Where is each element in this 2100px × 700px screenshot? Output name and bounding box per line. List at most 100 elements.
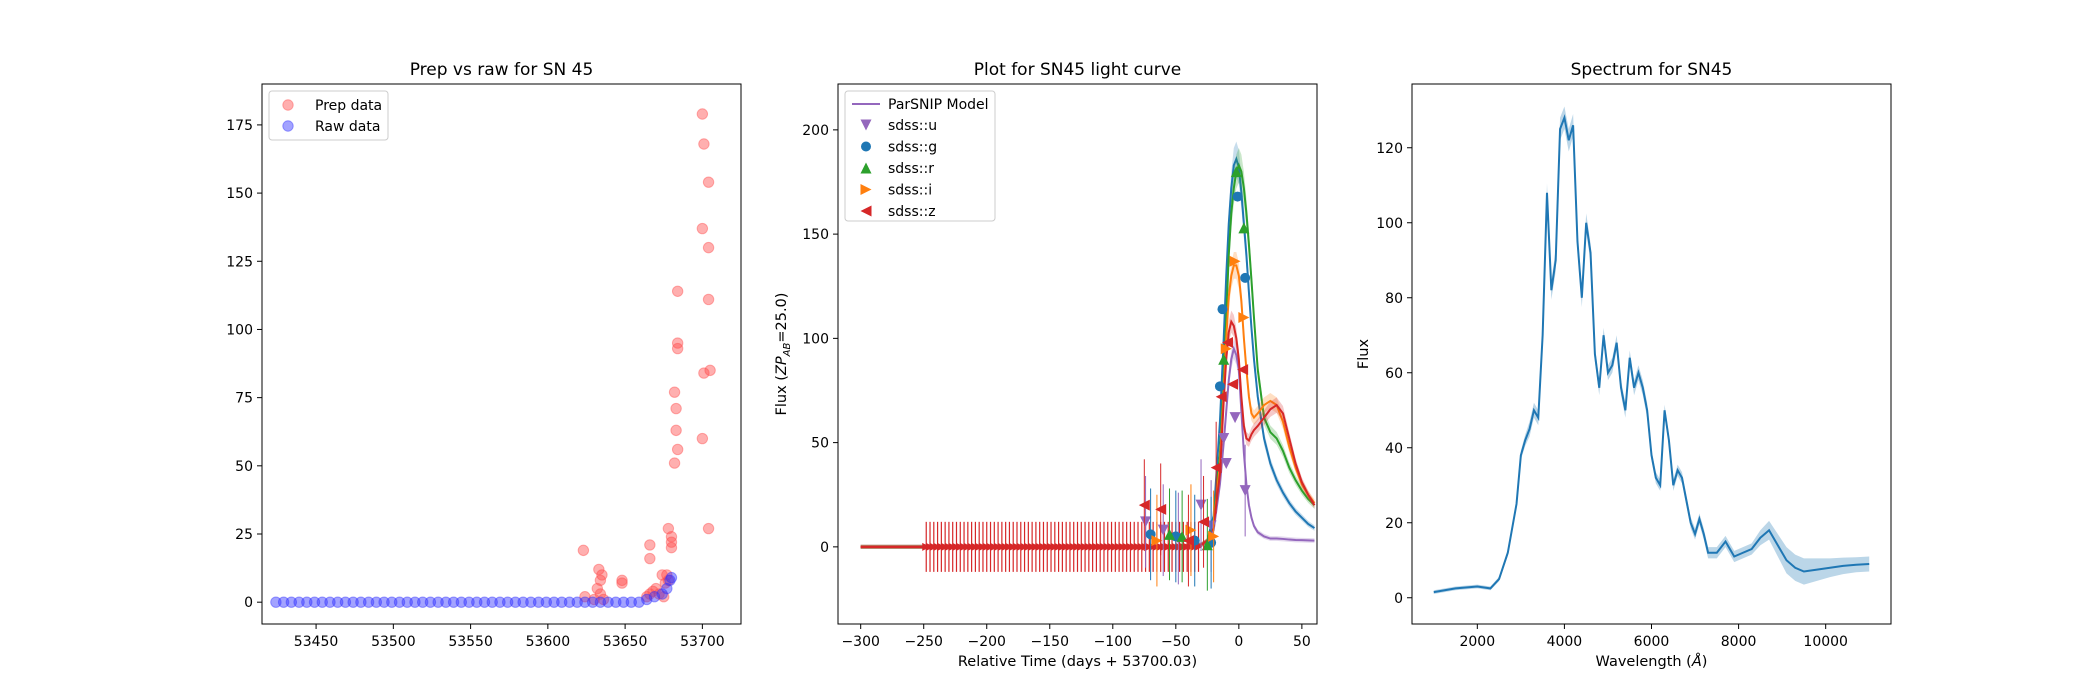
raw-point <box>661 582 673 595</box>
spectrum-title: Spectrum for SN45 <box>1571 60 1733 80</box>
prep-point <box>671 342 684 355</box>
obs-point-sdss-g <box>1240 272 1251 283</box>
raw-point <box>447 596 460 608</box>
prep-point <box>665 531 678 543</box>
obs-point-sdss-i <box>1151 535 1163 547</box>
x-tick-label: −200 <box>968 634 1006 650</box>
prep-point <box>597 593 610 606</box>
prep-vs-raw-title: Prep vs raw for SN 45 <box>410 60 594 80</box>
raw-point <box>633 596 645 608</box>
prep-point <box>662 522 675 535</box>
obs-point-sdss-g <box>1232 191 1243 202</box>
x-tick-label: 53700 <box>680 634 725 650</box>
x-tick-label: 53650 <box>603 634 648 650</box>
obs-point-sdss-u <box>1140 516 1152 528</box>
prep-point <box>696 432 709 445</box>
raw-point <box>347 596 359 608</box>
obs-point-sdss-u <box>1239 485 1251 497</box>
raw-point <box>386 596 398 608</box>
x-tick-label: 53550 <box>448 634 493 650</box>
x-tick-label: 53450 <box>294 634 339 650</box>
obs-point-sdss-r <box>1238 222 1250 234</box>
y-tick-label: 25 <box>235 527 253 543</box>
model-band-sdss-i <box>860 252 1315 549</box>
raw-point <box>416 596 429 608</box>
prep-point <box>702 522 715 535</box>
y-tick-label: 50 <box>235 459 253 475</box>
obs-point-sdss-z <box>1182 535 1194 547</box>
raw-point <box>409 596 421 608</box>
x-tick-label: 0 <box>1234 634 1243 650</box>
prep-point <box>616 577 628 589</box>
x-tick-label: 53500 <box>371 634 416 650</box>
prep-point <box>594 588 607 600</box>
y-tick-label: 125 <box>226 254 253 270</box>
prep-point <box>659 577 671 589</box>
x-tick-label: 10000 <box>1803 634 1848 650</box>
raw-point <box>548 596 560 608</box>
x-tick-label: −300 <box>841 634 879 650</box>
raw-point <box>494 596 506 608</box>
x-tick-label: −50 <box>1161 634 1191 650</box>
prep-point <box>641 591 653 603</box>
y-tick-label: 175 <box>226 118 253 134</box>
prep-point <box>650 582 662 595</box>
y-tick-label: 40 <box>1385 441 1403 457</box>
legend-swatch-sdss-i <box>860 184 872 195</box>
prep-vs-raw-marks <box>270 108 716 608</box>
obs-point-sdss-u <box>1229 412 1241 424</box>
y-tick-label: 100 <box>1376 216 1403 232</box>
light-curve-title: Plot for SN45 light curve <box>974 60 1181 80</box>
obs-point-sdss-i <box>1229 255 1241 267</box>
raw-point <box>556 596 568 608</box>
obs-point-sdss-u <box>1220 457 1232 469</box>
obs-point-sdss-i <box>1238 312 1250 324</box>
raw-point <box>641 593 653 606</box>
x-tick-label: 6000 <box>1634 634 1670 650</box>
prep-point <box>668 457 681 469</box>
spectrum-x-label: Wavelength (Å) <box>1596 653 1708 670</box>
legend-swatch-prep <box>282 99 294 111</box>
obs-point-sdss-g <box>1214 381 1225 392</box>
spectrum-line <box>1433 114 1870 594</box>
scatter-points <box>270 108 716 608</box>
raw-point <box>285 596 298 608</box>
raw-point <box>579 596 591 608</box>
legend-label-sdss-z: sdss::z <box>888 204 936 220</box>
y-tick-label: 200 <box>802 123 829 139</box>
obs-point-sdss-z <box>1198 516 1210 528</box>
raw-point <box>339 596 352 608</box>
legend-swatch-raw <box>282 120 294 132</box>
light-curve-marks <box>860 141 1316 591</box>
y-tick-label: 150 <box>226 186 253 202</box>
y-tick-label: 100 <box>226 322 253 338</box>
prep-point <box>647 585 659 597</box>
model-line-sdss-i <box>860 264 1316 548</box>
prep-point <box>696 222 709 235</box>
x-tick-label: −250 <box>904 634 942 650</box>
prep-point <box>577 544 590 557</box>
raw-point <box>617 596 630 608</box>
xlabel-text: Wavelength ( <box>1596 654 1692 670</box>
ylabel-ab: AB <box>782 343 793 358</box>
ylabel-suffix: =25.0) <box>774 293 790 343</box>
raw-point <box>463 596 475 608</box>
y-tick-label: 100 <box>802 331 829 347</box>
light-curve-panel: Plot for SN45 light curve −300 −250 −200 −1… <box>774 60 1318 670</box>
light-curve-legend: ParSNIP Model sdss::usdss::gsdss::rsdss:… <box>844 90 996 222</box>
obs-point-sdss-i <box>1208 530 1220 542</box>
prep-point <box>665 536 678 548</box>
prep-point <box>594 574 607 587</box>
raw-point <box>540 596 553 608</box>
obs-point-sdss-g <box>1217 304 1228 315</box>
raw-point <box>517 596 529 608</box>
raw-point <box>625 596 637 608</box>
obs-point-sdss-i <box>1220 343 1232 355</box>
legend-label-sdss-g: sdss::g <box>888 140 937 156</box>
raw-point <box>401 596 413 608</box>
legend-label-sdss-i: sdss::i <box>888 183 932 199</box>
prep-point <box>671 337 684 349</box>
raw-point <box>308 596 321 608</box>
raw-point <box>471 596 483 608</box>
